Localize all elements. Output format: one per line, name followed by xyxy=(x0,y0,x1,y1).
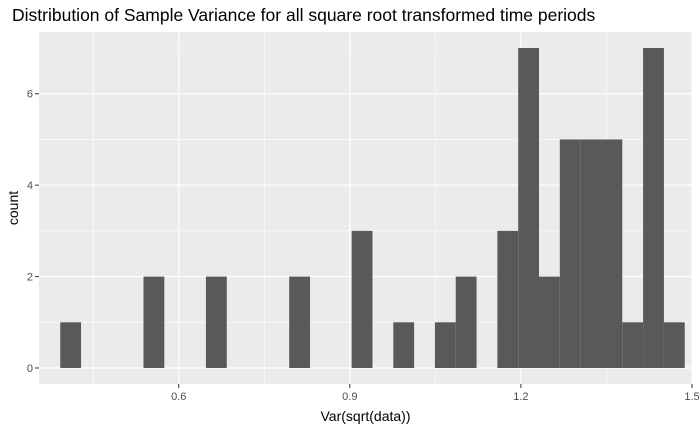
histogram-bar xyxy=(643,48,664,368)
histogram-bar xyxy=(455,276,477,368)
y-tick-label: 4 xyxy=(27,180,33,192)
histogram-bar xyxy=(539,276,560,368)
histogram-bar xyxy=(580,139,602,368)
axis-ticks: 0.6 0.9 1.2 1.5 0 2 4 6 xyxy=(27,89,700,403)
histogram-bar xyxy=(518,48,540,368)
histogram-bar xyxy=(622,322,644,368)
chart-title: Distribution of Sample Variance for all … xyxy=(12,5,596,25)
histogram-bar xyxy=(393,322,415,368)
histogram-bar xyxy=(60,322,82,368)
histogram-bar xyxy=(143,276,165,368)
histogram-bar xyxy=(434,322,456,368)
histogram-bar xyxy=(663,322,685,368)
histogram-bar xyxy=(497,230,519,368)
y-tick-label: 0 xyxy=(27,363,33,375)
x-axis-label: Var(sqrt(data)) xyxy=(321,408,411,424)
histogram-bar xyxy=(601,139,623,368)
histogram-bar xyxy=(559,139,581,368)
x-tick-label: 0.9 xyxy=(342,391,357,403)
histogram-bar xyxy=(205,276,227,368)
x-tick-label: 0.6 xyxy=(171,391,186,403)
histogram-bar xyxy=(289,276,311,368)
y-axis-label: count xyxy=(5,191,21,225)
x-tick-label: 1.5 xyxy=(684,391,699,403)
x-tick-label: 1.2 xyxy=(513,391,528,403)
y-tick-label: 2 xyxy=(27,272,33,284)
histogram-bar xyxy=(351,230,373,368)
y-tick-label: 6 xyxy=(27,89,33,101)
histogram-bars xyxy=(60,48,685,368)
